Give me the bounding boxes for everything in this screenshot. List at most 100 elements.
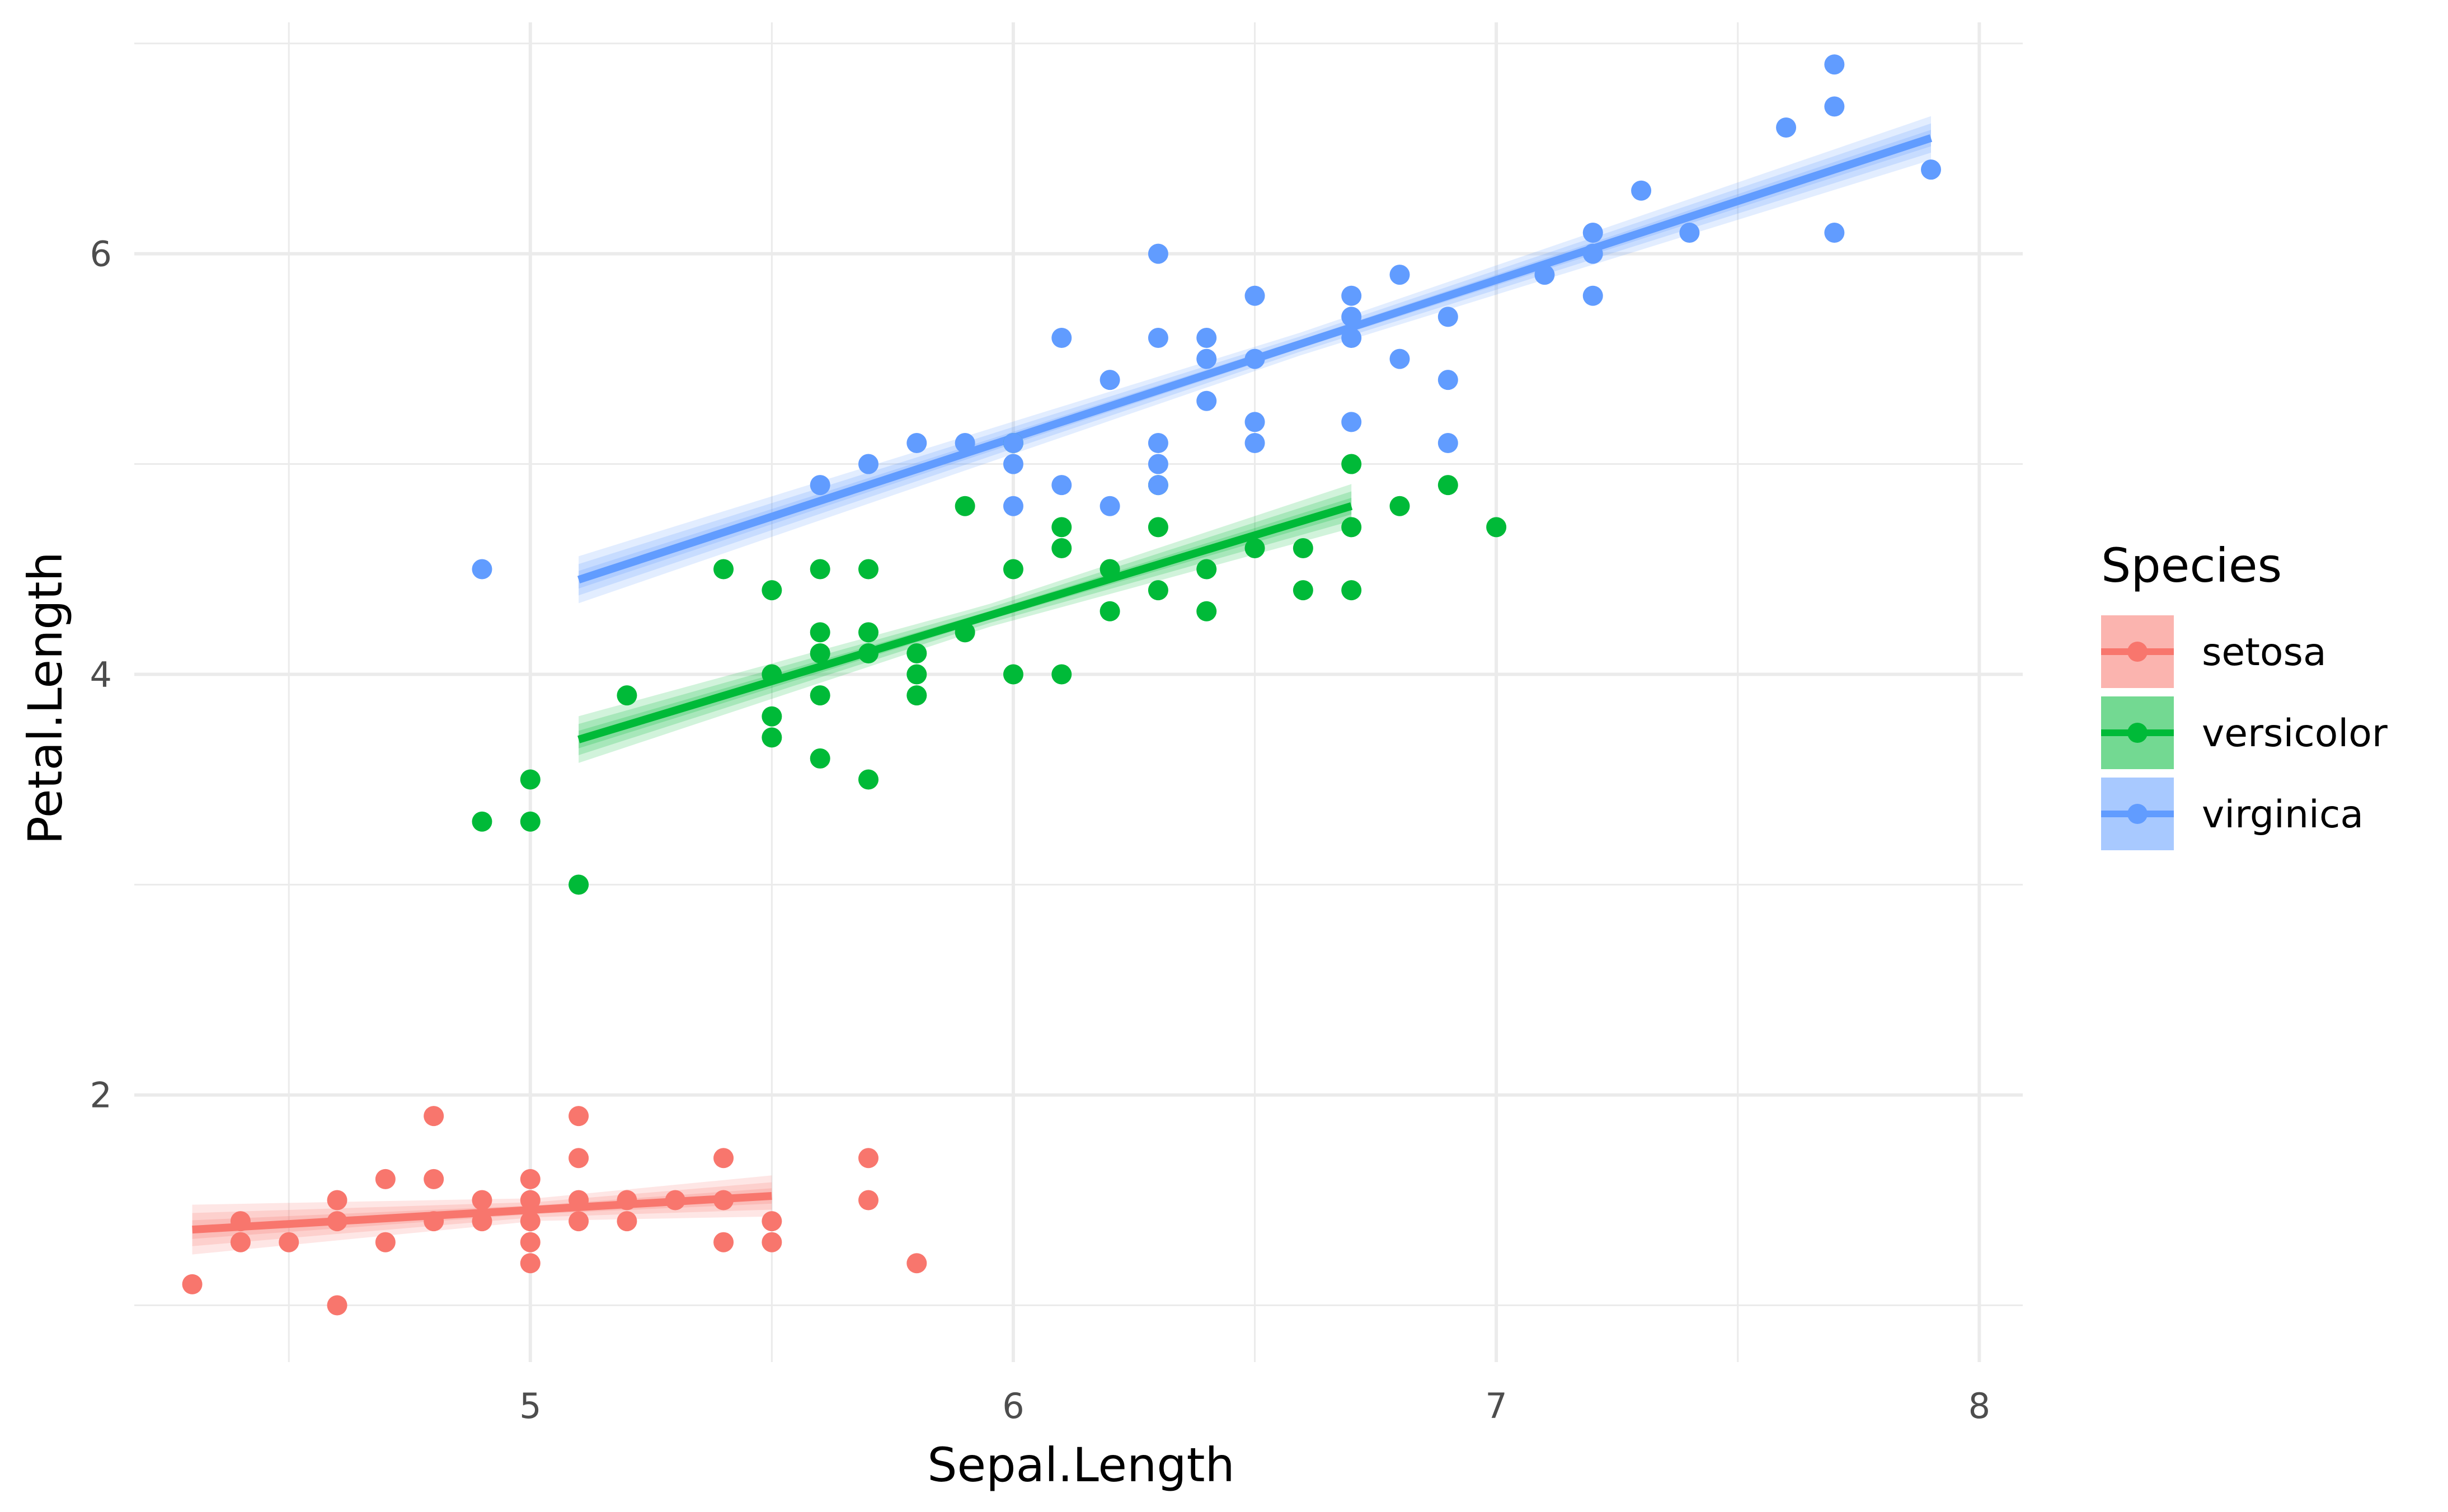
point-versicolor bbox=[1341, 517, 1362, 538]
legend-items: setosa versicolor virginica bbox=[2101, 615, 2388, 850]
legend-key-point-virginica bbox=[2127, 804, 2148, 824]
point-setosa bbox=[279, 1232, 299, 1252]
point-virginica bbox=[1389, 348, 1410, 369]
point-setosa bbox=[424, 1211, 444, 1232]
point-versicolor bbox=[1100, 601, 1120, 621]
point-setosa bbox=[230, 1232, 251, 1252]
point-virginica bbox=[1341, 285, 1362, 306]
point-virginica bbox=[1920, 159, 1941, 180]
point-virginica bbox=[1148, 432, 1168, 453]
point-virginica bbox=[1196, 390, 1217, 411]
point-versicolor bbox=[1293, 538, 1313, 558]
point-versicolor bbox=[810, 685, 830, 706]
point-versicolor bbox=[955, 496, 975, 516]
point-versicolor bbox=[762, 706, 782, 727]
point-versicolor bbox=[1148, 517, 1168, 538]
point-versicolor bbox=[810, 748, 830, 769]
point-virginica bbox=[1582, 243, 1603, 264]
point-versicolor bbox=[1244, 538, 1265, 558]
point-versicolor bbox=[1196, 559, 1217, 580]
x-tick-labels: 5 6 7 8 bbox=[519, 1386, 1990, 1426]
point-versicolor bbox=[1341, 454, 1362, 474]
y-tick-label: 4 bbox=[90, 654, 112, 695]
point-setosa bbox=[762, 1232, 782, 1252]
point-setosa bbox=[520, 1232, 541, 1252]
point-setosa bbox=[665, 1190, 685, 1210]
point-setosa bbox=[617, 1190, 637, 1210]
point-setosa bbox=[424, 1106, 444, 1127]
point-setosa bbox=[327, 1211, 347, 1232]
point-virginica bbox=[1824, 222, 1845, 243]
legend-label-setosa: setosa bbox=[2202, 630, 2327, 675]
point-versicolor bbox=[1341, 580, 1362, 601]
point-versicolor bbox=[1003, 664, 1023, 685]
point-virginica bbox=[858, 454, 879, 474]
point-setosa bbox=[182, 1274, 203, 1294]
point-versicolor bbox=[1196, 601, 1217, 621]
point-setosa bbox=[617, 1211, 637, 1232]
point-virginica bbox=[1003, 432, 1023, 453]
point-virginica bbox=[1341, 412, 1362, 432]
point-virginica bbox=[1148, 475, 1168, 496]
point-setosa bbox=[375, 1169, 396, 1189]
point-versicolor bbox=[520, 769, 541, 790]
point-setosa bbox=[713, 1190, 734, 1210]
x-tick-label: 7 bbox=[1485, 1386, 1507, 1426]
point-setosa bbox=[713, 1232, 734, 1252]
point-versicolor bbox=[1051, 664, 1072, 685]
point-versicolor bbox=[858, 643, 879, 663]
point-setosa bbox=[472, 1190, 492, 1210]
point-virginica bbox=[1582, 222, 1603, 243]
point-virginica bbox=[472, 559, 492, 580]
point-virginica bbox=[1776, 117, 1797, 138]
y-axis-title: Petal.Length bbox=[18, 552, 73, 845]
point-setosa bbox=[568, 1106, 589, 1127]
point-setosa bbox=[713, 1148, 734, 1169]
point-versicolor bbox=[762, 727, 782, 748]
point-setosa bbox=[568, 1190, 589, 1210]
point-versicolor bbox=[858, 769, 879, 790]
point-versicolor bbox=[1293, 580, 1313, 601]
point-versicolor bbox=[1486, 517, 1507, 538]
point-virginica bbox=[1631, 180, 1652, 201]
x-tick-label: 5 bbox=[519, 1386, 541, 1426]
point-virginica bbox=[1100, 496, 1120, 516]
point-versicolor bbox=[762, 580, 782, 601]
point-setosa bbox=[375, 1232, 396, 1252]
point-virginica bbox=[1196, 348, 1217, 369]
point-versicolor bbox=[906, 643, 927, 663]
point-virginica bbox=[1582, 285, 1603, 306]
x-tick-label: 6 bbox=[1002, 1386, 1024, 1426]
point-setosa bbox=[858, 1190, 879, 1210]
point-versicolor bbox=[1051, 538, 1072, 558]
point-versicolor bbox=[762, 664, 782, 685]
point-setosa bbox=[568, 1148, 589, 1169]
point-virginica bbox=[906, 432, 927, 453]
point-setosa bbox=[424, 1169, 444, 1189]
point-versicolor bbox=[617, 685, 637, 706]
point-virginica bbox=[1437, 370, 1458, 390]
point-virginica bbox=[1341, 307, 1362, 327]
point-virginica bbox=[1003, 454, 1023, 474]
point-virginica bbox=[1437, 432, 1458, 453]
point-virginica bbox=[1051, 327, 1072, 348]
point-virginica bbox=[1244, 412, 1265, 432]
legend-label-virginica: virginica bbox=[2202, 793, 2364, 837]
legend: Species setosa versicolor virginica bbox=[2101, 538, 2388, 850]
point-virginica bbox=[1148, 454, 1168, 474]
point-virginica bbox=[1389, 265, 1410, 285]
point-setosa bbox=[327, 1295, 347, 1316]
point-virginica bbox=[1679, 222, 1700, 243]
point-setosa bbox=[906, 1253, 927, 1274]
point-virginica bbox=[955, 432, 975, 453]
point-setosa bbox=[230, 1211, 251, 1232]
point-versicolor bbox=[1148, 580, 1168, 601]
y-tick-labels: 2 4 6 bbox=[90, 234, 112, 1116]
point-versicolor bbox=[858, 559, 879, 580]
point-virginica bbox=[1824, 54, 1845, 75]
data-points bbox=[182, 54, 1941, 1316]
y-tick-label: 6 bbox=[90, 234, 112, 275]
point-versicolor bbox=[1437, 475, 1458, 496]
